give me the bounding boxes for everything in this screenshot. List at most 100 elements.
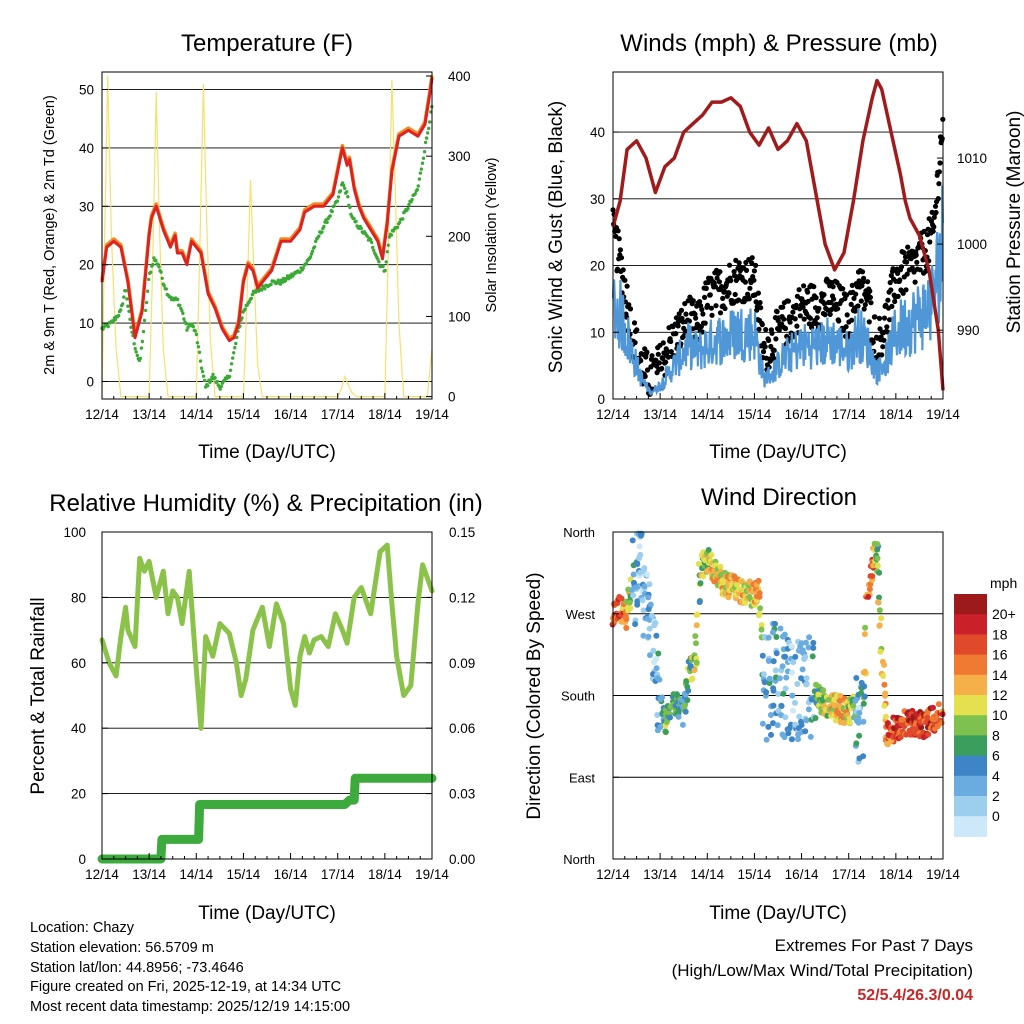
- gust-point: [773, 336, 779, 342]
- colorbar-label: 16: [992, 647, 1008, 663]
- gust-point: [868, 300, 874, 306]
- direction-point: [806, 634, 813, 641]
- y-tick-label: 40: [79, 141, 94, 156]
- gust-point: [678, 307, 685, 313]
- gust-point: [751, 268, 758, 274]
- dewpoint-point: [126, 304, 130, 308]
- direction-point: [647, 652, 653, 659]
- dewpoint-point: [398, 220, 402, 225]
- gust-point: [862, 302, 868, 308]
- direction-point: [812, 715, 819, 722]
- gust-point: [763, 327, 769, 333]
- direction-point: [853, 740, 860, 747]
- direction-point: [623, 625, 630, 631]
- dewpoint-point: [143, 308, 148, 313]
- direction-point: [832, 717, 839, 724]
- dewpoint-point: [215, 379, 219, 384]
- gust-point: [844, 292, 850, 298]
- dewpoint-point: [276, 278, 280, 282]
- gust-point: [935, 196, 941, 202]
- direction-panel: Wind Direction 12/14 13/14 14/14 15/14 16/14…: [524, 484, 1017, 924]
- gust-point: [793, 302, 799, 308]
- direction-point: [644, 571, 651, 578]
- direction-point: [877, 648, 884, 655]
- direction-point: [662, 729, 669, 735]
- gust-point: [836, 318, 842, 324]
- direction-point: [780, 690, 787, 697]
- latlon-text: Station lat/lon: 44.8956; -73.4646: [30, 959, 244, 976]
- direction-point: [696, 599, 703, 606]
- dewpoint-point: [129, 325, 133, 329]
- colorbar-label: 0: [992, 808, 1000, 824]
- gust-point: [861, 275, 867, 281]
- gust-point: [749, 260, 755, 266]
- direction-point: [884, 720, 891, 727]
- dewpoint-point: [211, 372, 215, 377]
- colorbar-label: 12: [992, 687, 1008, 703]
- y-tick-label: South: [561, 689, 595, 704]
- temperature-panel: Temperature (F) 12/14 13/14 14/14 15/14 16/1…: [42, 30, 500, 463]
- x-tick-label: 14/14: [179, 407, 213, 422]
- dewpoint-point: [157, 265, 161, 269]
- gust-point: [713, 303, 719, 309]
- direction-point: [876, 607, 883, 614]
- direction-point: [655, 650, 662, 657]
- direction-point: [640, 632, 647, 639]
- gust-point: [849, 317, 855, 323]
- x-tick-label: 15/14: [227, 867, 261, 882]
- dewpoint-point: [345, 190, 349, 194]
- gust-point: [703, 285, 709, 291]
- dewpoint-point: [145, 289, 150, 293]
- direction-point: [860, 753, 867, 760]
- direction-point: [630, 571, 637, 578]
- gust-point: [618, 255, 625, 261]
- gust-point: [807, 315, 814, 321]
- direction-point: [876, 569, 883, 576]
- dewpoint-point: [312, 245, 317, 249]
- gust-point: [762, 344, 768, 350]
- direction-point: [772, 620, 778, 627]
- dewpoint-point: [420, 161, 425, 165]
- gust-point: [668, 338, 674, 345]
- dewpoint-point: [154, 258, 158, 263]
- y-tick-label: West: [566, 607, 596, 622]
- gust-point: [717, 269, 723, 275]
- direction-point: [691, 667, 698, 674]
- dewpoint-point: [354, 219, 358, 224]
- gust-point: [638, 358, 644, 364]
- dewpoint-point: [159, 270, 163, 274]
- colorbar-label: 2: [992, 788, 1000, 804]
- direction-point: [925, 731, 932, 738]
- gust-point: [731, 269, 737, 275]
- direction-point: [625, 604, 632, 611]
- dewpoint-point: [322, 224, 326, 229]
- direction-point: [785, 730, 792, 737]
- direction-point: [778, 703, 785, 709]
- direction-point: [803, 717, 810, 724]
- dewpoint-point: [184, 322, 188, 326]
- gust-point: [736, 297, 742, 303]
- direction-point: [770, 720, 776, 727]
- direction-point: [763, 736, 770, 743]
- gust-point: [665, 354, 672, 360]
- direction-point: [802, 728, 809, 735]
- gust-point: [660, 355, 666, 361]
- colorbar-label: 8: [992, 727, 1000, 743]
- direction-point: [930, 704, 936, 711]
- dewpoint-point: [328, 214, 332, 218]
- gust-point: [870, 339, 876, 345]
- direction-point: [648, 612, 655, 619]
- direction-point: [725, 594, 732, 601]
- gust-point: [755, 290, 762, 296]
- direction-series: [609, 530, 946, 765]
- direction-point: [861, 693, 868, 700]
- dewpoint-point: [234, 341, 238, 346]
- temp-2m-line: [100, 77, 434, 343]
- gust-point: [797, 313, 803, 319]
- gust-point: [801, 283, 807, 289]
- insolation-line: [101, 75, 433, 398]
- direction-point: [782, 653, 789, 660]
- direction-point: [758, 622, 765, 629]
- dewpoint-point: [147, 277, 151, 282]
- dewpoint-point: [410, 197, 414, 202]
